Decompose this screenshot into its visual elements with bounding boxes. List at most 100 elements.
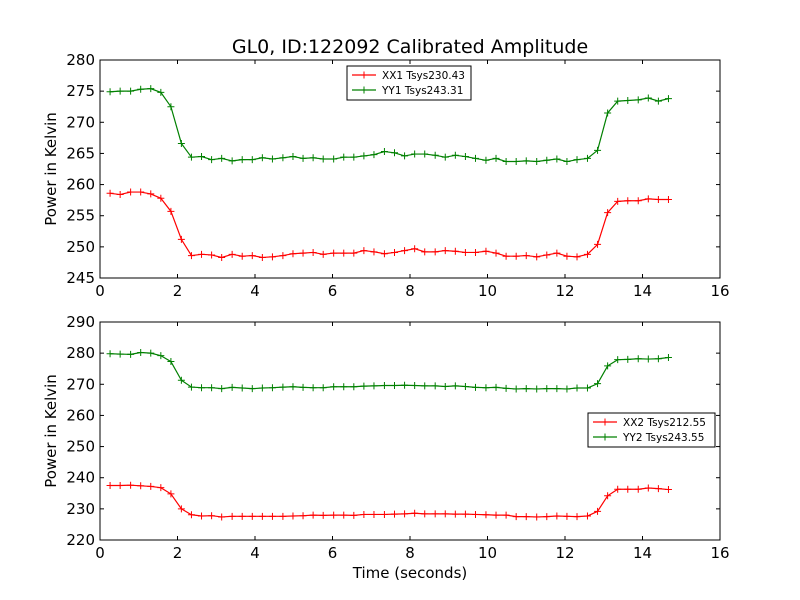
data-point [299,154,307,162]
data-point [187,383,195,391]
data-point [644,195,652,203]
data-point [634,96,642,104]
data-point [116,350,124,358]
data-point [370,510,378,518]
data-point [248,385,256,393]
data-point [106,189,114,197]
data-point [218,513,226,521]
data-point [127,188,135,196]
data-point [208,156,216,164]
x-tick-label: 6 [328,282,338,300]
data-point [350,249,358,257]
y-axis-label: Power in Kelvin [42,112,60,226]
x-tick-label: 12 [555,544,574,562]
x-axis-label: Time (seconds) [352,564,468,582]
data-point [137,482,145,490]
data-point [309,248,317,256]
data-point [471,510,479,518]
data-point [461,510,469,518]
data-point [360,152,368,160]
data-point [350,383,358,391]
data-point [198,384,206,392]
data-point [441,382,449,390]
data-point [441,153,449,161]
data-point [604,362,612,370]
data-point [309,511,317,519]
data-point [411,150,419,158]
data-point [198,512,206,520]
data-point [401,152,409,160]
data-point [187,153,195,161]
data-point [624,197,632,205]
chart-1: 0 2 4 6 8 10 12 14 16 245 250 255 260 265 270 275 280 Pow… [42,51,730,300]
legend: XX2 Tsys212.55 YY2 Tsys243.55 [587,412,716,448]
data-point [360,247,368,255]
data-point [391,510,398,518]
data-point [370,248,378,256]
data-point [258,384,266,392]
series-1 [106,188,672,261]
x-tick-label: 16 [710,282,729,300]
data-point [177,139,185,147]
legend-label: XX2 Tsys212.55 [623,417,706,429]
plots: 0 2 4 6 8 10 12 14 16245250255260265270275280Pow… [42,51,730,582]
data-point [106,88,114,96]
data-point [360,382,368,390]
data-point [411,509,419,517]
y-tick-label: 290 [66,313,95,331]
legend-marker [601,433,609,441]
data-point [512,513,520,521]
data-point [380,148,388,156]
data-point [522,252,530,260]
data-point [411,245,419,253]
data-point [614,197,622,205]
data-point [451,247,459,255]
data-point [461,153,469,161]
data-point [451,510,459,518]
x-tick-label: 14 [633,282,652,300]
data-point [289,512,297,520]
data-point [299,512,307,520]
data-point [319,384,327,392]
data-point [664,196,672,204]
data-point [614,356,622,364]
data-point [228,250,236,258]
data-point [147,482,155,490]
data-point [502,158,510,166]
legend-box [587,412,716,448]
data-point [664,486,672,494]
data-point [289,250,297,258]
data-point [228,157,236,165]
x-tick-label: 2 [173,544,183,562]
data-point [391,248,398,256]
legend-marker [360,86,368,94]
data-point [492,383,500,391]
data-point [127,481,135,489]
data-point [350,153,358,161]
y-tick-label: 275 [66,82,95,100]
data-point [127,350,135,358]
y-tick-label: 260 [66,176,95,194]
data-point [116,191,124,199]
data-point [604,209,612,217]
data-point [177,235,185,243]
data-point [421,510,429,518]
data-point [279,512,287,520]
data-point [563,158,571,166]
data-point [147,349,155,357]
x-tick-label: 8 [405,282,415,300]
data-point [289,153,297,161]
data-point [330,155,338,163]
data-point [218,154,226,162]
data-point [522,385,530,393]
data-point [340,249,348,257]
data-point [309,154,317,162]
figure-title: GL0, ID:122092 Calibrated Amplitude [232,36,588,58]
data-point [594,240,602,248]
data-point [573,513,581,521]
data-point [198,250,206,258]
data-point [208,384,216,392]
data-point [624,96,632,104]
data-point [137,85,145,93]
